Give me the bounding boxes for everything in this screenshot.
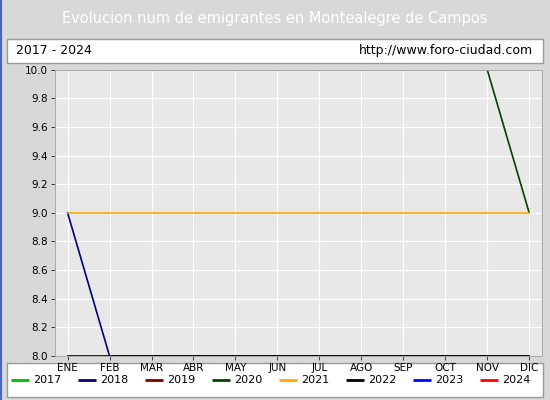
Text: 2017 - 2024: 2017 - 2024 xyxy=(16,44,92,57)
Text: Evolucion num de emigrantes en Montealegre de Campos: Evolucion num de emigrantes en Montealeg… xyxy=(62,11,488,26)
Text: 2023: 2023 xyxy=(435,375,464,385)
Text: 2018: 2018 xyxy=(100,375,128,385)
Text: 2022: 2022 xyxy=(368,375,397,385)
Text: 2017: 2017 xyxy=(33,375,61,385)
Text: 2021: 2021 xyxy=(301,375,329,385)
Bar xyxy=(7,363,543,397)
Text: 2020: 2020 xyxy=(234,375,262,385)
Text: http://www.foro-ciudad.com: http://www.foro-ciudad.com xyxy=(359,44,534,57)
Text: 2019: 2019 xyxy=(167,375,195,385)
Text: 2024: 2024 xyxy=(502,375,531,385)
Bar xyxy=(7,39,543,63)
